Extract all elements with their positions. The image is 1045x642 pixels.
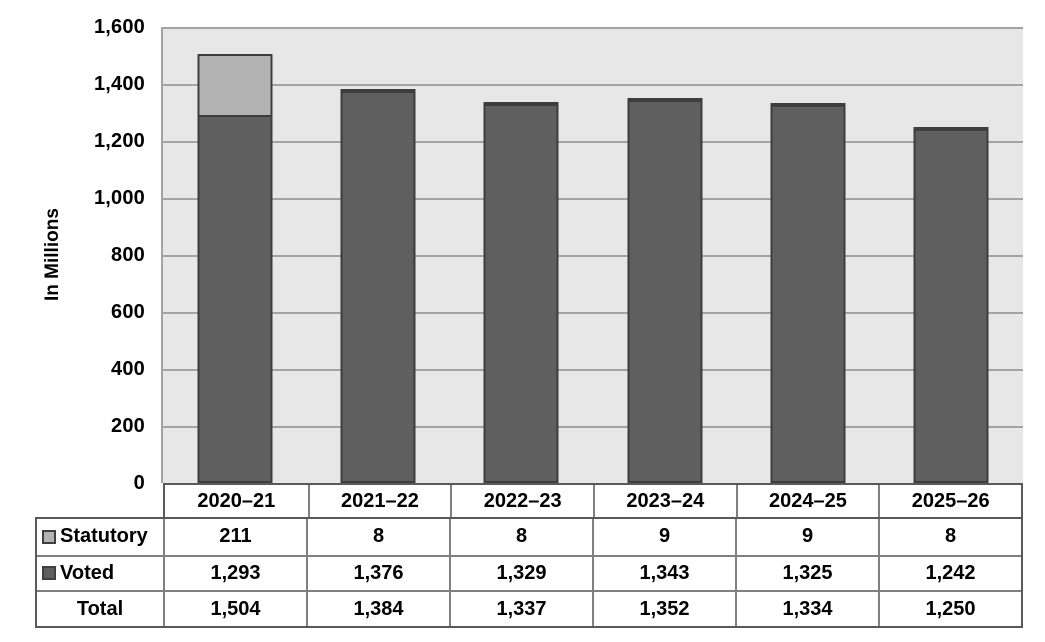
y-tick-label: 600: [111, 301, 145, 323]
table-value-cell: 1,250: [878, 590, 1021, 626]
table-value-cell: 1,376: [306, 554, 449, 591]
y-tick-label: 1,000: [93, 187, 145, 209]
statutory-bar-segment: [340, 88, 416, 93]
table-value-cell: 8: [306, 519, 449, 555]
y-tick-label: 1,600: [93, 16, 145, 38]
bars-container: [163, 27, 1023, 483]
table-header-cell: 2020–21: [197, 489, 276, 512]
statutory-legend-swatch-icon: [42, 529, 56, 544]
row-label-text: Total: [76, 597, 124, 620]
table-body: Statutory 211 8 8 9 9 8 Voted 1,293 1,376 1,329 1,3…: [35, 517, 1023, 628]
table-header-row: 2020–21 2021–22 2022–23 2023–24 2024–25 2025–…: [163, 483, 1023, 517]
bar-column: [736, 27, 879, 483]
y-tick-label: 1,400: [93, 73, 145, 95]
voted-legend-swatch-icon: [42, 566, 56, 581]
table-value-cell: 1,352: [592, 590, 735, 626]
voted-bar-segment: [483, 102, 559, 483]
table-value-cell: 8: [878, 519, 1021, 555]
voted-bar-segment: [913, 127, 989, 483]
bar-column: [163, 27, 306, 483]
table-value-cell: 1,334: [735, 590, 878, 626]
voted-bar-segment: [770, 103, 846, 483]
table-value-cell: 1,293: [163, 554, 306, 591]
y-tick-label: 200: [111, 415, 145, 437]
bar-column: [880, 27, 1023, 483]
statutory-bar-segment: [197, 54, 273, 117]
row-label-text: Voted: [60, 561, 115, 584]
y-tick-label: 0: [133, 472, 145, 494]
table-value-cell: 9: [592, 519, 735, 555]
table-value-cell: 1,343: [592, 554, 735, 591]
table-value-cell: 8: [449, 519, 592, 555]
table-value-cell: 1,504: [163, 590, 306, 626]
table-header-cell: 2022–23: [450, 485, 593, 517]
table-value-cell: 9: [735, 519, 878, 555]
table-value-cell: 1,242: [878, 554, 1021, 591]
y-tick-label: 1,200: [93, 130, 145, 152]
bar-column: [450, 27, 593, 483]
voted-bar-segment: [627, 98, 703, 483]
table-value-cell: 1,325: [735, 554, 878, 591]
row-label-voted: Voted: [37, 554, 163, 591]
bar-column: [593, 27, 736, 483]
statutory-bar-segment: [913, 126, 989, 132]
row-label-total: Total: [37, 590, 163, 626]
table-header-cell: 2023–24: [593, 485, 736, 517]
row-label-text: Statutory: [60, 525, 148, 548]
statutory-bar-segment: [770, 102, 846, 108]
voted-bar-segment: [340, 88, 416, 483]
table-value-cell: 211: [163, 519, 306, 555]
statutory-bar-segment: [627, 97, 703, 103]
table-value-cell: 1,384: [306, 590, 449, 626]
table-value-cell: 1,329: [449, 554, 592, 591]
table-header-cell: 2025–26: [878, 485, 1021, 517]
data-table: 2020–21 2021–22 2022–23 2023–24 2024–25 2025–…: [35, 483, 1023, 628]
row-label-statutory: Statutory: [37, 519, 163, 555]
table-header-cell: 2024–25: [735, 485, 879, 517]
voted-bar-segment: [197, 112, 273, 483]
table-value-cell: 1,337: [449, 590, 592, 626]
table-header-cell: 2021–22: [307, 485, 451, 517]
bar-column: [306, 27, 449, 483]
y-tick-label: 400: [111, 358, 145, 380]
y-tick-label: 800: [111, 244, 145, 266]
statutory-bar-segment: [483, 101, 559, 107]
plot-area: [161, 27, 1023, 483]
